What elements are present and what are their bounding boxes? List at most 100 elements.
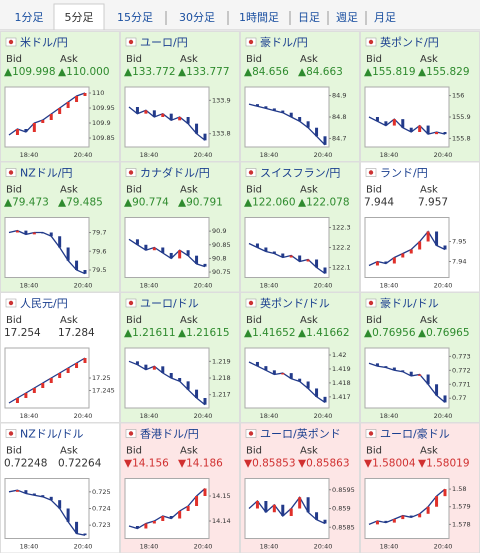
candle — [306, 381, 310, 389]
ask-value: ▼1.58019 — [418, 458, 470, 470]
candle — [15, 490, 19, 492]
candle — [203, 263, 207, 267]
bid-label: Bid — [246, 54, 262, 65]
candle — [426, 231, 430, 242]
candle — [152, 247, 156, 251]
y-tick-label: 90.8 — [212, 254, 226, 262]
price-line — [248, 242, 326, 275]
chart-box — [124, 217, 210, 278]
candle — [135, 239, 139, 245]
tab[interactable]: 月足 — [374, 11, 396, 24]
candle — [315, 127, 319, 137]
candle — [384, 121, 388, 126]
y-tick-label: 0.723 — [92, 521, 111, 529]
pair-title[interactable]: スイスフラン/円 — [260, 167, 340, 180]
candle — [135, 361, 139, 365]
y-tick-label: 17.25 — [92, 374, 111, 382]
chart-box — [244, 347, 330, 409]
pair-title[interactable]: NZドル/円 — [20, 167, 72, 180]
pair-title[interactable]: 豪ドル/ドル — [380, 296, 439, 310]
candle — [409, 515, 413, 518]
candle — [401, 370, 405, 372]
ask-label: Ask — [60, 185, 78, 196]
y-tick-label: 84.9 — [332, 92, 346, 100]
candle — [418, 241, 422, 250]
candle — [298, 378, 302, 382]
tab[interactable]: 5分足 — [65, 11, 94, 24]
y-tick-label: 90.9 — [212, 227, 226, 235]
candle — [315, 259, 319, 268]
tab[interactable]: 週足 — [336, 11, 358, 24]
pair-title[interactable]: ユーロ/円 — [140, 36, 188, 49]
candle — [443, 132, 447, 135]
ask-value: ▲155.829 — [418, 66, 470, 78]
candle — [32, 493, 36, 496]
price-line — [368, 116, 446, 135]
candle — [409, 249, 413, 254]
chart-box — [124, 478, 210, 539]
ask-label: Ask — [420, 446, 438, 457]
pair-title[interactable]: 人民元/円 — [20, 297, 68, 310]
ask-value: ▲84.663 — [298, 66, 343, 78]
pair-title[interactable]: ユーロ/豪ドル — [380, 427, 450, 441]
pair-title[interactable]: 香港ドル/円 — [140, 428, 199, 441]
candle — [315, 512, 319, 520]
candle — [75, 260, 79, 270]
y-tick-label: 110 — [92, 89, 104, 97]
x-tick-label: 18:40 — [380, 151, 399, 159]
y-tick-label: 79.7 — [92, 229, 106, 237]
candle — [186, 117, 190, 124]
pair-title[interactable]: カナダドル/円 — [140, 166, 210, 180]
tab[interactable]: 1時間足 — [239, 11, 279, 24]
pair-title[interactable]: ユーロ/英ポンド — [260, 427, 341, 441]
candle — [323, 519, 327, 524]
y-tick-label: 133.8 — [212, 130, 231, 138]
candle — [203, 133, 207, 141]
x-tick-label: 18:40 — [140, 282, 159, 290]
candle — [66, 368, 70, 373]
y-tick-label: 155.8 — [452, 134, 471, 142]
price-line — [368, 230, 446, 267]
tab[interactable]: 30分足 — [179, 11, 215, 24]
price-line — [368, 488, 446, 525]
candle — [144, 523, 148, 529]
candle — [144, 110, 148, 114]
candle — [49, 496, 53, 501]
pair-title[interactable]: 豪ドル/円 — [260, 35, 308, 49]
bid-label: Bid — [6, 446, 22, 457]
candle — [24, 230, 28, 235]
pair-title[interactable]: NZドル/ドル — [20, 428, 83, 441]
candle — [375, 261, 379, 266]
tab[interactable]: 日足 — [298, 11, 320, 24]
tab[interactable]: 1分足 — [15, 11, 44, 24]
candle — [66, 508, 70, 522]
pair-title[interactable]: 米ドル/円 — [20, 36, 68, 49]
x-tick-label: 18:40 — [380, 543, 399, 551]
ask-value: ▼0.85863 — [298, 458, 350, 470]
ask-value: ▲110.000 — [58, 66, 110, 78]
y-tick-label: 14.15 — [212, 492, 231, 500]
candle — [41, 495, 45, 497]
candle — [435, 384, 439, 396]
candle — [426, 125, 430, 135]
candle — [135, 526, 139, 529]
candle — [435, 231, 439, 246]
pair-title[interactable]: 英ポンド/ドル — [260, 296, 330, 310]
candle — [384, 261, 388, 264]
flag-dot — [128, 431, 134, 436]
bid-label: Bid — [366, 54, 382, 65]
tab[interactable]: 15分足 — [117, 11, 153, 24]
flag-dot — [128, 300, 134, 306]
y-tick-label: 0.8595 — [332, 486, 355, 494]
pair-title[interactable]: ユーロ/ドル — [140, 297, 199, 310]
pair-title[interactable]: 英ポンド/円 — [380, 35, 439, 49]
x-tick-label: 18:40 — [260, 151, 279, 159]
candle — [443, 489, 447, 497]
candle — [281, 373, 285, 375]
candle — [255, 104, 259, 107]
x-tick-label: 20:40 — [74, 151, 93, 159]
x-tick-label: 20:40 — [194, 412, 213, 420]
y-tick-label: 1.219 — [212, 357, 231, 365]
pair-title[interactable]: ランド/円 — [380, 167, 428, 180]
candle — [66, 102, 70, 108]
